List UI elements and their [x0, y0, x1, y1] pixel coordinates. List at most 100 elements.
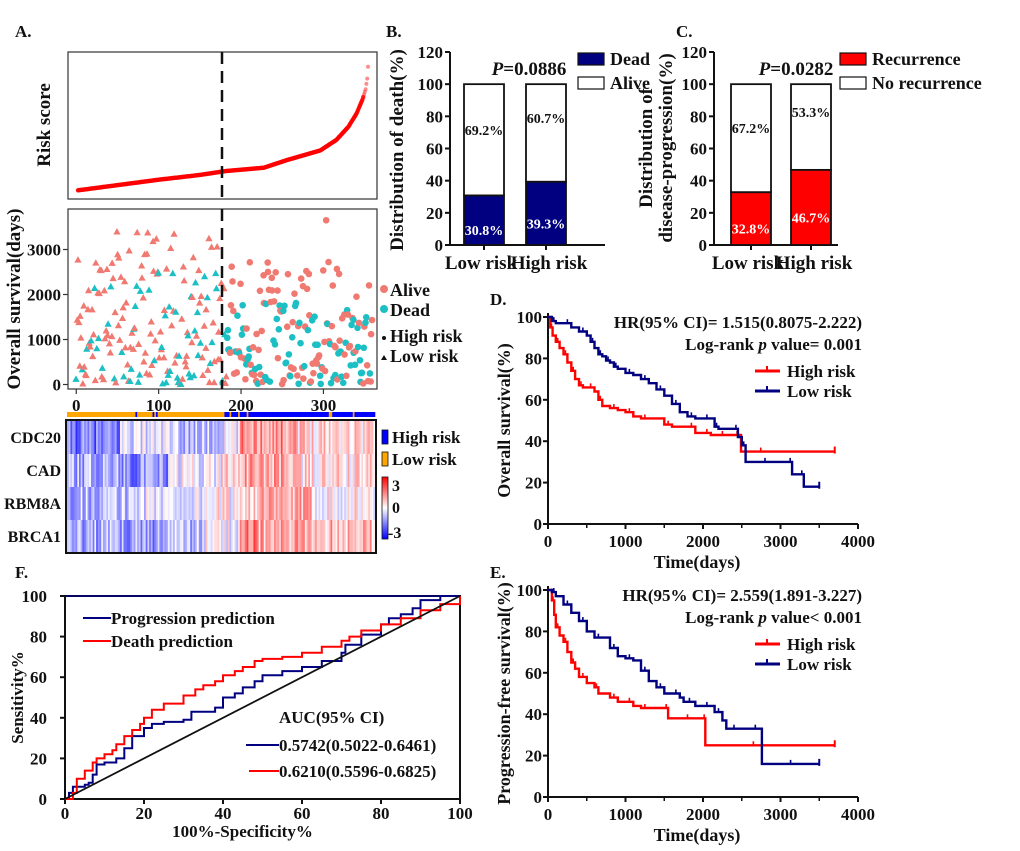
- heatmap-cell: [120, 487, 123, 520]
- low-risk-patient-point: [152, 235, 160, 242]
- heatmap-cell: [188, 421, 191, 454]
- low-risk-patient-point: [205, 378, 214, 386]
- low-risk-patient-point: [112, 378, 120, 386]
- heatmap-cell: [371, 454, 374, 487]
- heatmap-cell: [217, 454, 220, 487]
- high-risk-patient-point: [292, 299, 300, 307]
- y-tick-label: 0: [39, 790, 48, 809]
- heatmap-cell: [209, 487, 212, 520]
- heatmap-cell: [166, 520, 169, 553]
- heatmap-cell: [262, 520, 265, 553]
- heatmap-cell: [183, 454, 186, 487]
- heatmap-cell: [277, 421, 280, 454]
- logrank-text: Log-rank p value= 0.001: [685, 335, 862, 354]
- low-risk-patient-point: [77, 334, 85, 341]
- heatmap-cell: [258, 421, 261, 454]
- heatmap-cell: [68, 487, 71, 520]
- risk-group-annotation-cell: [121, 412, 124, 417]
- heatmap-cell: [221, 520, 224, 553]
- low-risk-patient-point: [143, 250, 151, 257]
- heatmap-cell: [126, 487, 129, 520]
- risk-group-annotation-cell: [309, 412, 312, 417]
- low-risk-patient-point: [115, 254, 123, 261]
- risk-group-annotation-cell: [90, 412, 93, 417]
- heatmap-cell: [226, 520, 229, 553]
- heatmap-cell: [70, 487, 73, 520]
- risk-group-annotation-cell: [174, 412, 177, 417]
- heatmap-cell: [325, 520, 328, 553]
- heatmap-cell: [323, 454, 326, 487]
- low-risk-patient-point: [104, 320, 112, 327]
- risk-group-annotation-cell: [94, 412, 97, 417]
- high-risk-patient-point: [343, 372, 350, 380]
- heatmap-cell: [155, 520, 159, 553]
- heatmap-cell: [82, 454, 85, 487]
- risk-group-annotation-cell: [101, 412, 104, 417]
- heatmap-cell: [335, 454, 338, 487]
- risk-group-annotation-cell: [75, 412, 78, 417]
- heatmap-cell: [132, 487, 135, 520]
- y-tick-label: 60: [426, 140, 443, 159]
- risk-group-annotation-cell: [232, 412, 235, 417]
- heatmap-cell: [190, 520, 193, 553]
- high-risk-patient-point: [297, 275, 305, 282]
- heatmap-cell: [333, 421, 336, 454]
- heatmap-cell: [250, 520, 253, 553]
- heatmap-cell: [161, 454, 164, 487]
- heatmap-cell: [113, 520, 116, 553]
- low-risk-patient-point: [83, 345, 91, 352]
- risk-group-annotation-cell: [200, 412, 203, 417]
- heatmap-cell: [193, 520, 196, 553]
- low-risk-patient-point: [147, 318, 155, 325]
- heatmap-cell: [67, 520, 70, 553]
- heatmap-cell: [133, 487, 136, 520]
- risk-group-annotation-cell: [181, 412, 184, 417]
- risk-group-annotation-cell: [77, 412, 80, 417]
- risk-group-annotation-cell: [97, 412, 100, 417]
- y-tick-label: 20: [525, 474, 542, 493]
- x-tick-label: 80: [373, 804, 390, 823]
- high-risk-patient-point: [270, 298, 278, 305]
- risk-group-annotation-cell: [68, 412, 71, 417]
- high-risk-patient-point: [290, 365, 297, 373]
- high-risk-patient-point: [335, 270, 343, 278]
- heatmap-cell: [366, 520, 369, 553]
- risk-group-annotation-cell: [78, 412, 81, 417]
- heatmap-cell: [161, 487, 164, 520]
- heatmap-cell: [217, 487, 220, 520]
- risk-group-annotation-cell: [70, 412, 73, 417]
- heatmap-cell: [73, 421, 76, 454]
- panel-label-a: A.: [15, 22, 32, 41]
- heatmap-cell: [304, 520, 307, 553]
- x-tick-label: 1000: [609, 532, 643, 551]
- heatmap-cell: [116, 454, 119, 487]
- heatmap-cell: [96, 520, 99, 553]
- high-risk-patient-point: [223, 334, 231, 342]
- heatmap-cell: [157, 520, 160, 553]
- risk-group-annotation-cell: [287, 412, 290, 417]
- low-risk-patient-point: [94, 334, 103, 342]
- heatmap-cell: [327, 487, 330, 520]
- heatmap-cell: [244, 520, 248, 553]
- heatmap-cell: [133, 520, 136, 553]
- bar-segment-no-recurrence: [730, 83, 772, 194]
- auc-value-label: 0.5742(0.5022-0.6461): [279, 736, 436, 755]
- hazard-ratio-text: HR(95% CI)= 2.559(1.891-3.227): [622, 586, 862, 605]
- heatmap-cell: [128, 487, 131, 520]
- heatmap-cell: [149, 421, 152, 454]
- heatmap-cell: [282, 520, 285, 553]
- heatmap-cell: [191, 487, 194, 520]
- risk-group-annotation-cell: [243, 412, 246, 417]
- low-risk-patient-point: [204, 366, 212, 373]
- heatmap-cell: [311, 520, 314, 553]
- y-tick-label: 20: [525, 747, 542, 766]
- heatmap-cell: [111, 454, 114, 487]
- heatmap-cell: [85, 454, 88, 487]
- heatmap-cell: [263, 421, 266, 454]
- heatmap-cell: [113, 454, 116, 487]
- x-tick-label: 2000: [686, 805, 720, 824]
- heatmap-cell: [78, 421, 82, 454]
- heatmap-cell: [149, 454, 152, 487]
- high-risk-patient-point: [256, 287, 264, 295]
- heatmap-cell: [108, 487, 111, 520]
